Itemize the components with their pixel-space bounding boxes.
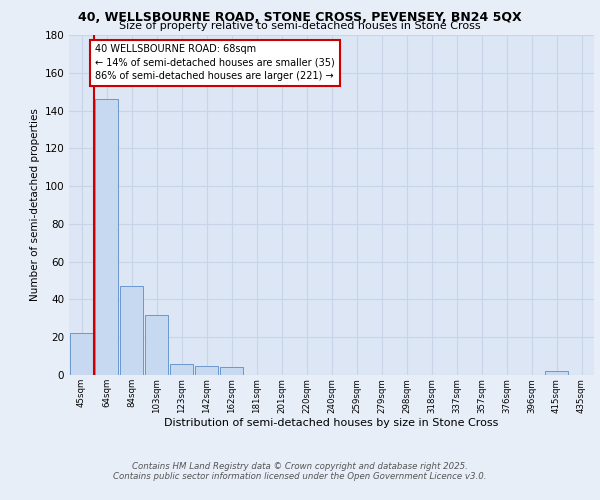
Bar (220, 368, 244, 375)
Bar (70, 334, 94, 375)
Text: 40 WELLSBOURNE ROAD: 68sqm
← 14% of semi-detached houses are smaller (35)
86% of: 40 WELLSBOURNE ROAD: 68sqm ← 14% of semi… (95, 44, 335, 81)
Text: Contains HM Land Registry data © Crown copyright and database right 2025.: Contains HM Land Registry data © Crown c… (132, 462, 468, 471)
Y-axis label: Number of semi-detached properties: Number of semi-detached properties (30, 108, 40, 302)
Bar (119, 286, 143, 375)
Text: Contains public sector information licensed under the Open Government Licence v3: Contains public sector information licen… (113, 472, 487, 481)
Bar (170, 364, 193, 375)
Bar (194, 366, 218, 375)
Text: 40, WELLSBOURNE ROAD, STONE CROSS, PEVENSEY, BN24 5QX: 40, WELLSBOURNE ROAD, STONE CROSS, PEVEN… (78, 11, 522, 24)
Bar (145, 314, 169, 375)
X-axis label: Distribution of semi-detached houses by size in Stone Cross: Distribution of semi-detached houses by … (164, 418, 499, 428)
Bar (95, 99, 118, 375)
Bar (545, 371, 568, 375)
Text: Size of property relative to semi-detached houses in Stone Cross: Size of property relative to semi-detach… (119, 21, 481, 31)
